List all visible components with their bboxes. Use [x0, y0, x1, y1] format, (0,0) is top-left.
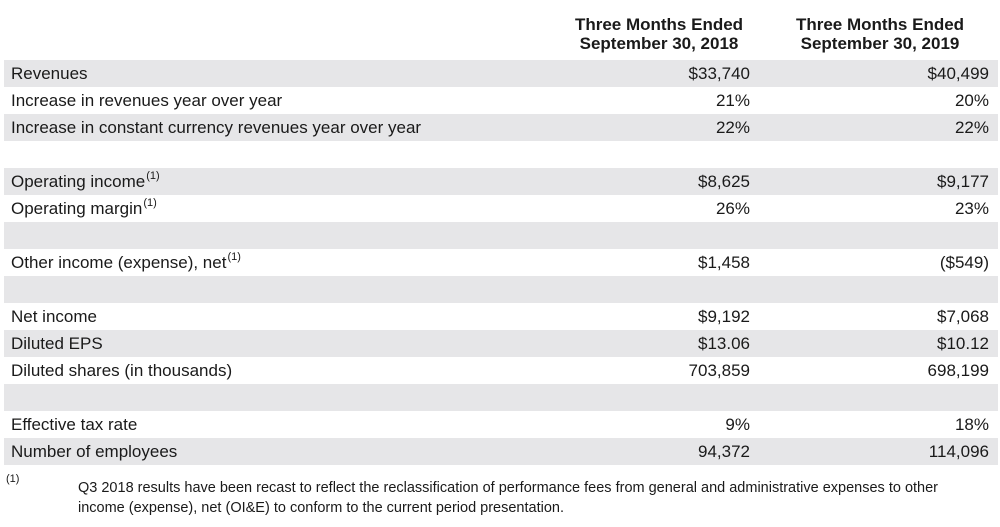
column-header-line1: Three Months Ended	[574, 15, 744, 34]
value-2018: 94,372	[698, 442, 750, 461]
value-2019: $40,499	[927, 64, 989, 83]
table-row-net-income: Net income $9,192 $7,068	[4, 303, 998, 330]
table-spacer	[4, 276, 998, 303]
table-row-diluted-shares: Diluted shares (in thousands) 703,859 69…	[4, 357, 998, 384]
value-2019: $9,177	[937, 172, 989, 191]
value-2019: 22%	[954, 118, 989, 137]
value-2018: 26%	[715, 199, 750, 218]
value-2018: $13.06	[698, 334, 750, 353]
financial-summary-table: Three Months Ended September 30, 2018 Th…	[4, 0, 998, 465]
value-2019: $7,068	[937, 307, 989, 326]
value-2018: 703,859	[688, 361, 750, 380]
table-spacer	[4, 141, 998, 168]
row-label: Diluted shares (in thousands)	[11, 361, 233, 380]
value-2019: $10.12	[937, 334, 989, 353]
table-row-constant-currency-growth: Increase in constant currency revenues y…	[4, 114, 998, 141]
value-2019: 698,199	[927, 361, 989, 380]
row-label: Effective tax rate	[11, 415, 138, 434]
column-header-line1: Three Months Ended	[795, 15, 965, 34]
row-label: Revenues	[11, 64, 88, 83]
value-2019: 18%	[954, 415, 989, 434]
table-row-other-income: Other income (expense), net(1) $1,458 ($…	[4, 249, 998, 276]
footnote-ref: (1)	[227, 251, 241, 263]
table-spacer	[4, 222, 998, 249]
footnote-marker: (1)	[6, 473, 20, 485]
row-label: Diluted EPS	[11, 334, 103, 353]
value-2019: 20%	[954, 91, 989, 110]
row-label: Operating income(1)	[11, 168, 160, 195]
value-2018: $1,458	[698, 253, 750, 272]
row-label: Other income (expense), net(1)	[11, 249, 241, 276]
table-spacer	[4, 384, 998, 411]
footnote-ref: (1)	[143, 197, 157, 209]
value-2019: ($549)	[939, 253, 989, 272]
value-2019: 114,096	[928, 442, 989, 461]
column-header-2019: Three Months Ended September 30, 2019	[780, 15, 980, 53]
row-label: Increase in constant currency revenues y…	[11, 118, 422, 137]
row-label: Net income	[11, 307, 97, 326]
table-row-revenues: Revenues $33,740 $40,499	[4, 60, 998, 87]
table-row-employees: Number of employees 94,372 114,096	[4, 438, 998, 465]
value-2018: 22%	[715, 118, 750, 137]
table-row-operating-margin: Operating margin(1) 26% 23%	[4, 195, 998, 222]
footnote-ref: (1)	[146, 170, 160, 182]
table-header: Three Months Ended September 30, 2018 Th…	[4, 0, 998, 60]
row-label-text: Other income (expense), net	[11, 253, 227, 272]
value-2019: 23%	[954, 199, 989, 218]
table-row-effective-tax-rate: Effective tax rate 9% 18%	[4, 411, 998, 438]
table-row-revenue-growth: Increase in revenues year over year 21% …	[4, 87, 998, 114]
value-2018: $9,192	[698, 307, 750, 326]
column-header-line2: September 30, 2018	[579, 34, 739, 53]
value-2018: $8,625	[698, 172, 750, 191]
value-2018: $33,740	[688, 64, 750, 83]
value-2018: 21%	[715, 91, 750, 110]
footnote-text: Q3 2018 results have been recast to refl…	[78, 480, 938, 516]
table-row-operating-income: Operating income(1) $8,625 $9,177	[4, 168, 998, 195]
column-header-2018: Three Months Ended September 30, 2018	[559, 15, 759, 53]
column-header-line2: September 30, 2019	[800, 34, 960, 53]
row-label-text: Operating income	[11, 172, 146, 191]
value-2018: 9%	[725, 415, 750, 434]
row-label: Number of employees	[11, 442, 178, 461]
row-label: Operating margin(1)	[11, 195, 157, 222]
row-label-text: Operating margin	[11, 199, 143, 218]
row-label: Increase in revenues year over year	[11, 91, 283, 110]
table-row-diluted-eps: Diluted EPS $13.06 $10.12	[4, 330, 998, 357]
